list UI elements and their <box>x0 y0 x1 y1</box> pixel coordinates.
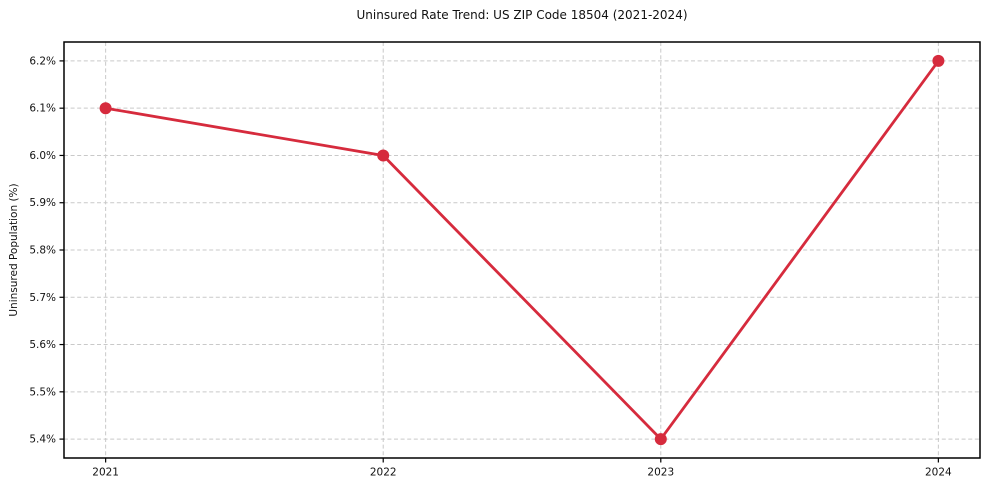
data-point-marker <box>99 102 112 115</box>
x-tick-label: 2023 <box>647 467 674 479</box>
y-tick-label: 6.2% <box>29 55 56 67</box>
y-tick-label: 5.8% <box>29 245 56 257</box>
x-tick-label: 2024 <box>925 467 952 479</box>
x-tick-label: 2022 <box>370 467 397 479</box>
y-tick-label: 6.0% <box>29 150 56 162</box>
y-tick-label: 6.1% <box>29 103 56 115</box>
data-point-marker <box>932 54 945 67</box>
chart-title: Uninsured Rate Trend: US ZIP Code 18504 … <box>356 8 688 22</box>
data-point-marker <box>377 149 390 162</box>
x-tick-label: 2021 <box>92 467 119 479</box>
y-tick-label: 5.9% <box>29 197 56 209</box>
y-tick-label: 5.5% <box>29 386 56 398</box>
y-tick-label: 5.4% <box>29 434 56 446</box>
y-tick-label: 5.7% <box>29 292 56 304</box>
trend-line <box>104 59 940 441</box>
data-point-marker <box>654 433 667 446</box>
y-tick-label: 5.6% <box>29 339 56 351</box>
